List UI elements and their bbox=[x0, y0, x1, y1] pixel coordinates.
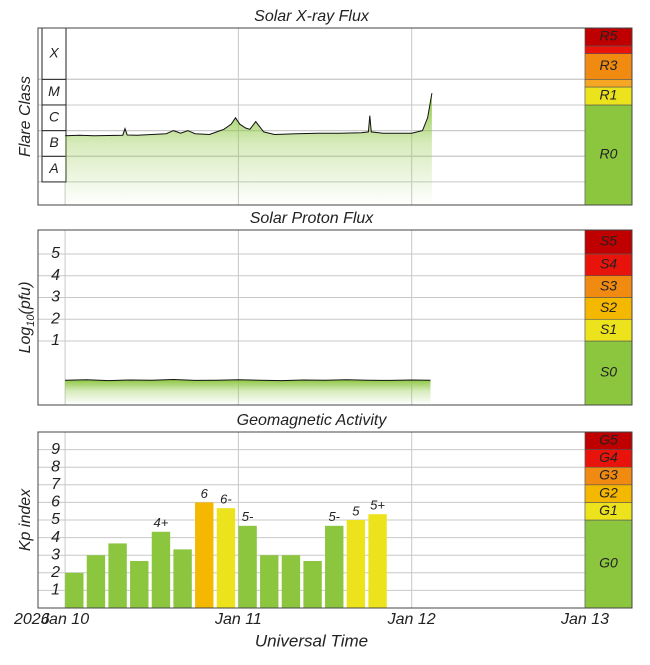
area bbox=[65, 93, 432, 205]
y-tick-label: 1 bbox=[51, 332, 60, 349]
class-label: A bbox=[48, 160, 58, 176]
scale-label: R3 bbox=[600, 57, 618, 73]
bar-value-label: 4+ bbox=[154, 515, 169, 530]
bar bbox=[216, 508, 236, 608]
scale-label: G4 bbox=[599, 449, 618, 465]
y-tick-label: 1 bbox=[51, 582, 60, 599]
scale-label: R0 bbox=[600, 146, 618, 162]
bar-value-label: 5 bbox=[352, 503, 360, 518]
plot-area bbox=[38, 230, 585, 405]
y-axis-label-part: Kp index bbox=[17, 488, 34, 551]
y-tick-label: 3 bbox=[51, 546, 60, 563]
y-tick-label: 4 bbox=[51, 267, 60, 284]
y-axis-label: Kp index bbox=[17, 488, 34, 551]
x-tick-label: Jan 10 bbox=[40, 611, 89, 628]
bar bbox=[260, 555, 279, 608]
scale-label: G5 bbox=[599, 432, 618, 448]
y-tick-label: 2 bbox=[50, 564, 60, 581]
plot-frame bbox=[37, 27, 633, 206]
x-axis-label: Universal Time bbox=[255, 631, 368, 650]
class-label: C bbox=[49, 108, 60, 124]
scale-label: S4 bbox=[600, 256, 617, 272]
scale-label: S2 bbox=[600, 299, 617, 315]
scale-label: G0 bbox=[599, 555, 618, 571]
class-label: X bbox=[48, 44, 59, 60]
x-tick-label: Jan 12 bbox=[387, 611, 436, 628]
bar-value-label: 5+ bbox=[370, 498, 385, 513]
bar bbox=[346, 520, 366, 608]
bar-value-label: 6- bbox=[220, 492, 232, 507]
x-tick-label: Jan 13 bbox=[560, 611, 609, 628]
year-label: 2026 bbox=[13, 611, 50, 628]
panel-title: Geomagnetic Activity bbox=[237, 412, 388, 429]
class-label: B bbox=[49, 134, 58, 150]
class-band bbox=[41, 78, 67, 106]
bar bbox=[86, 555, 106, 608]
bar bbox=[173, 549, 192, 608]
bar bbox=[325, 525, 344, 608]
scale-label: S1 bbox=[600, 321, 617, 337]
line bbox=[65, 378, 431, 382]
bar-value-label: 5- bbox=[242, 509, 254, 524]
bar bbox=[108, 543, 127, 608]
scale-label: G3 bbox=[599, 467, 618, 483]
scale-label: G2 bbox=[599, 484, 618, 500]
bar bbox=[238, 525, 257, 608]
class-label: M bbox=[48, 83, 60, 99]
bar bbox=[368, 514, 387, 608]
y-axis-label-part: 10 bbox=[25, 314, 37, 327]
scale-label: R1 bbox=[600, 87, 618, 103]
y-tick-label: 3 bbox=[51, 289, 60, 306]
bar bbox=[303, 561, 322, 608]
bar bbox=[65, 572, 84, 608]
y-axis-label-part: (pfu) bbox=[17, 282, 34, 315]
class-band bbox=[41, 27, 67, 80]
class-band bbox=[41, 130, 67, 157]
scale-level bbox=[584, 79, 633, 88]
scale-level bbox=[584, 45, 633, 54]
panel-title: Solar Proton Flux bbox=[250, 210, 375, 227]
bar bbox=[281, 555, 301, 608]
y-tick-label: 5 bbox=[51, 245, 60, 262]
scale-label: G1 bbox=[599, 502, 618, 518]
panel-title: Solar X-ray Flux bbox=[254, 8, 370, 25]
y-axis-label: Flare Class bbox=[17, 76, 34, 157]
y-axis-label-part: Flare Class bbox=[17, 76, 34, 157]
y-tick-label: 4 bbox=[51, 529, 60, 546]
scale-level bbox=[584, 519, 633, 609]
bar-value-label: 6 bbox=[201, 486, 209, 501]
plot-frame bbox=[37, 431, 633, 609]
y-tick-label: 5 bbox=[51, 511, 60, 528]
x-tick-label: Jan 11 bbox=[214, 611, 262, 628]
y-tick-label: 9 bbox=[51, 441, 60, 458]
class-band bbox=[41, 104, 67, 132]
scale-label: S3 bbox=[600, 277, 617, 293]
scale-label: R5 bbox=[600, 28, 618, 44]
scale-level bbox=[584, 53, 633, 80]
y-tick-label: 7 bbox=[51, 476, 61, 493]
bar bbox=[151, 531, 171, 608]
bar bbox=[130, 561, 149, 608]
y-tick-label: 6 bbox=[51, 494, 60, 511]
y-tick-label: 2 bbox=[50, 310, 60, 327]
plot-frame bbox=[37, 229, 633, 406]
y-tick-label: 8 bbox=[51, 458, 60, 475]
y-axis-label-part: Log bbox=[17, 327, 34, 354]
bar bbox=[195, 502, 214, 608]
scale-label: S5 bbox=[600, 233, 617, 249]
bar-value-label: 5- bbox=[328, 509, 340, 524]
y-axis-label: Log10(pfu) bbox=[17, 282, 37, 354]
area bbox=[65, 379, 431, 405]
line bbox=[65, 93, 433, 137]
scale-label: S0 bbox=[600, 364, 617, 380]
